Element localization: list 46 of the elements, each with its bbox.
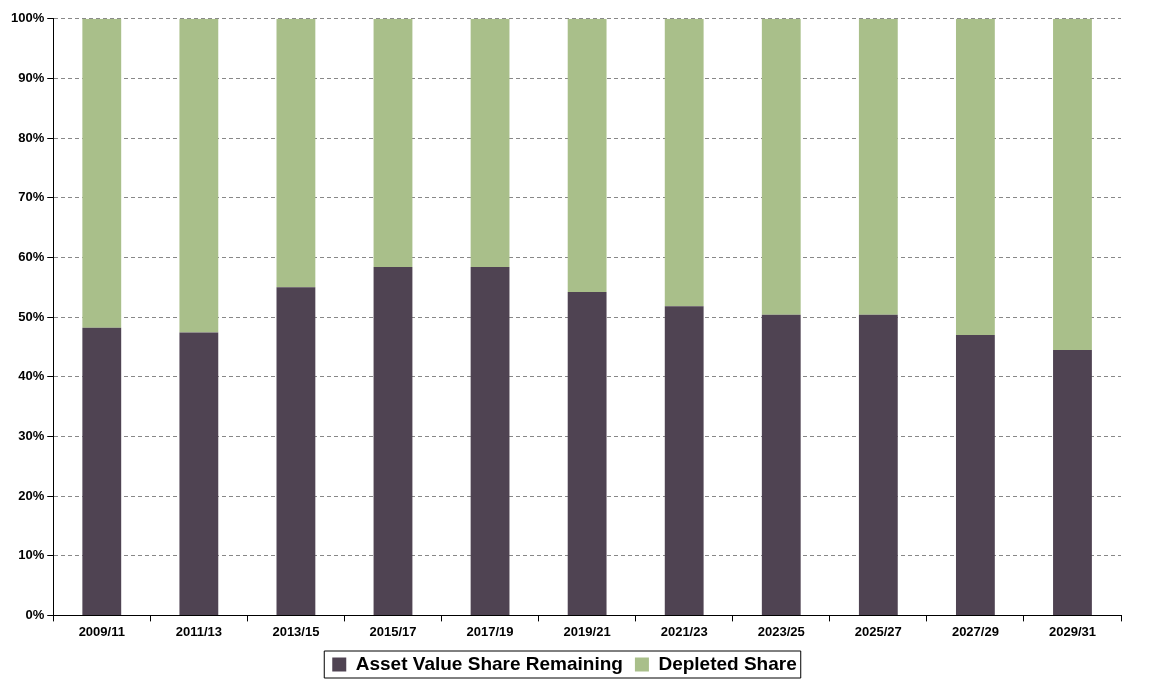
y-tick-label: 60% (18, 249, 45, 265)
bar (179, 332, 219, 615)
bar (470, 18, 510, 267)
x-tick-label: 2025/27 (854, 623, 902, 639)
bar (567, 18, 607, 293)
x-tick-label: 2013/15 (272, 623, 320, 639)
x-tick-label: 2019/21 (563, 623, 611, 639)
legend-label: Depleted Share (658, 652, 797, 674)
bar (470, 266, 510, 615)
y-tick-label: 80% (18, 129, 45, 145)
bar (761, 18, 801, 315)
legend-label: Asset Value Share Remaining (355, 652, 623, 674)
y-tick-label: 10% (18, 547, 45, 563)
bar (664, 306, 704, 615)
bar (664, 18, 704, 307)
bar (858, 18, 898, 315)
y-tick-label: 0% (25, 606, 45, 622)
bar (858, 314, 898, 615)
x-tick-label: 2011/13 (175, 623, 222, 639)
bar (761, 314, 801, 615)
x-tick-label: 2023/25 (757, 623, 805, 639)
y-tick-label: 70% (18, 189, 45, 205)
bar (1053, 349, 1092, 615)
y-tick-label: 40% (18, 368, 45, 384)
bar (1053, 18, 1092, 350)
bar (179, 18, 219, 333)
x-tick-label: 2009/11 (78, 623, 125, 639)
x-tick-label: 2017/19 (466, 623, 514, 639)
x-tick-label: 2027/29 (951, 623, 999, 639)
x-tick-label: 2021/23 (660, 623, 708, 639)
y-tick-label: 100% (11, 10, 45, 26)
y-tick-label: 50% (18, 308, 45, 324)
bar (567, 292, 607, 615)
bar (82, 327, 122, 615)
bar (373, 266, 413, 615)
bar (955, 335, 995, 615)
y-tick-label: 90% (18, 70, 45, 86)
x-tick-label: 2029/31 (1048, 623, 1096, 639)
x-tick-label: 2015/17 (369, 623, 417, 639)
bar (373, 18, 413, 267)
bar (955, 18, 995, 335)
y-tick-label: 20% (18, 487, 45, 503)
bar (82, 18, 122, 328)
y-tick-label: 30% (18, 428, 45, 443)
bar (276, 287, 316, 615)
bar (276, 18, 316, 288)
